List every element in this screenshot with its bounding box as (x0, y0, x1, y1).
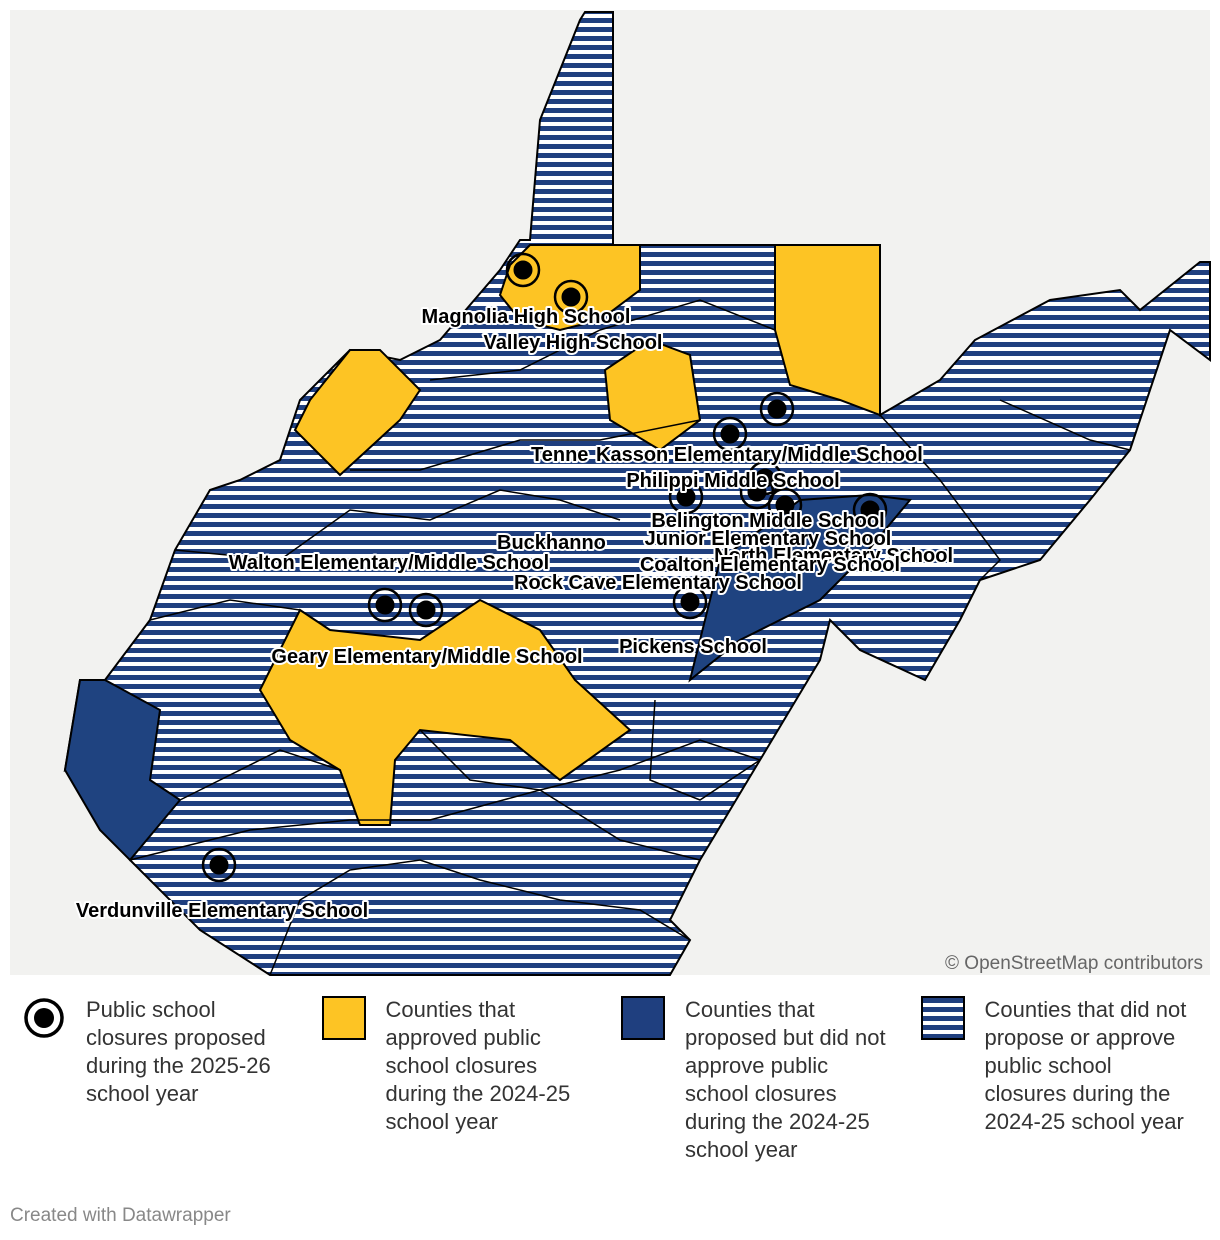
proposed-not-approved-counties (63, 493, 912, 862)
school-label: Geary Elementary/Middle School (271, 646, 582, 668)
closure-markers (201, 252, 888, 883)
school-label: North Elementary School (714, 545, 953, 567)
school-label: Valley High School (484, 332, 663, 354)
school-label: Belington Middle School (651, 510, 884, 532)
legend-label: Counties that did not propose or approve… (984, 997, 1187, 1134)
approved-counties (258, 244, 881, 826)
legend-icon (621, 996, 665, 1040)
school-label: Buckhanno (497, 532, 606, 554)
footer: Created with Datawrapper (10, 1205, 231, 1226)
school-label: Verdunville Elementary School (76, 900, 368, 922)
attribution: © OpenStreetMap contributors (945, 953, 1203, 974)
school-labels: Magnolia High School Valley High School … (74, 304, 955, 924)
school-label: Kasson Elementary/Middle School (596, 444, 923, 466)
legend-icon (24, 998, 64, 1038)
legend-label: Counties that proposed but did not appro… (685, 997, 886, 1162)
school-label: Coalton Elementary School (640, 554, 900, 576)
legend-item: Counties that did not propose or approve… (920, 996, 1220, 1164)
legend-item: Counties that approved public school clo… (321, 996, 622, 1164)
legend-label: Counties that approved public school clo… (385, 997, 571, 1134)
school-label: Philippi Middle School (626, 470, 839, 492)
legend-label: Public school closures proposed during t… (86, 997, 271, 1106)
school-label: Walton Elementary/Middle School (229, 552, 549, 574)
legend-icon (920, 996, 965, 1040)
school-label: Junior Elementary School (645, 528, 892, 550)
school-label: Rock Cave Elementary School (514, 572, 802, 594)
school-label: Pickens School (619, 636, 767, 658)
school-label: Magnolia High School (422, 306, 631, 328)
map: Magnolia High School Valley High School … (10, 10, 1211, 976)
legend: Public school closures proposed during t… (22, 996, 1220, 1164)
legend-item: Public school closures proposed during t… (22, 996, 322, 1164)
legend-item: Counties that proposed but did not appro… (621, 996, 921, 1164)
county-lines (129, 299, 1131, 976)
legend-icon (321, 996, 366, 1040)
school-label: Tenne (531, 444, 588, 466)
